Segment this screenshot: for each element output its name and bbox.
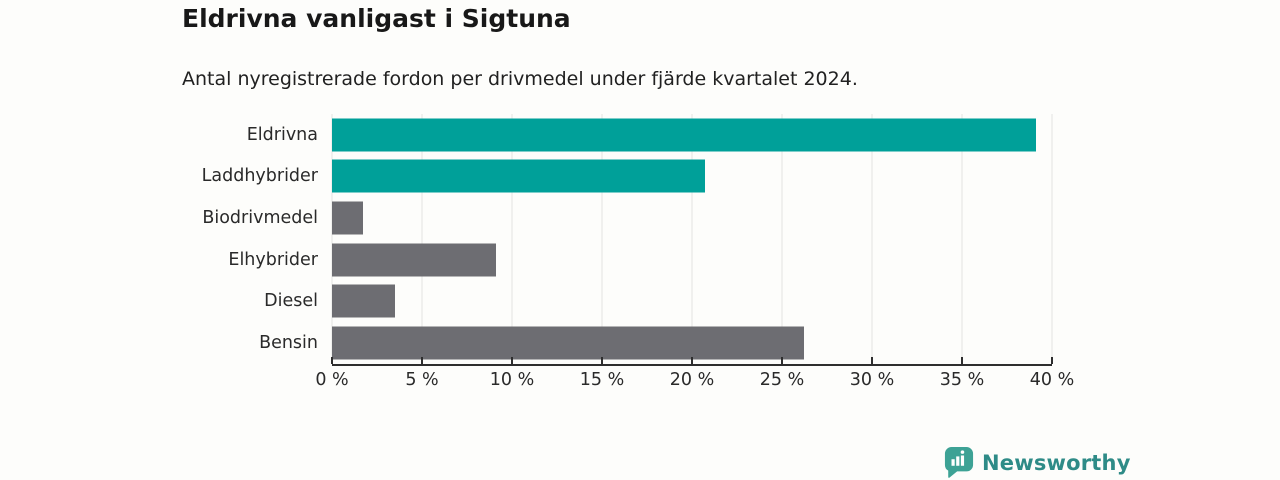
- category-label-eldrivna: Eldrivna: [246, 124, 318, 145]
- axis-tick: [601, 357, 603, 364]
- bar-diesel: [332, 284, 395, 318]
- axis-tick: [421, 357, 423, 364]
- gridline: [421, 114, 423, 364]
- axis-tick: [781, 357, 783, 364]
- chart-title: Eldrivna vanligast i Sigtuna: [182, 4, 571, 33]
- axis-tick: [1051, 357, 1053, 364]
- gridline: [871, 114, 873, 364]
- bar-biodrivmedel: [332, 201, 363, 235]
- logo-bar-1: [951, 459, 955, 466]
- bar-eldrivna: [332, 118, 1036, 152]
- bar-row: Bensin: [259, 322, 1052, 364]
- x-tick-label: 20 %: [669, 370, 715, 390]
- gridline: [331, 114, 333, 364]
- x-tick-label: 15 %: [579, 370, 625, 390]
- chart-subtitle: Antal nyregistrerade fordon per drivmede…: [182, 68, 858, 90]
- gridline: [511, 114, 513, 364]
- x-tick-label: 5 %: [405, 370, 439, 390]
- brand-name: Newsworthy: [982, 450, 1131, 475]
- category-label-laddhybrider: Laddhybrider: [201, 166, 318, 187]
- logo-exclamation-dot: [960, 450, 965, 454]
- axis-tick: [961, 357, 963, 364]
- x-tick-label: 25 %: [759, 370, 805, 390]
- newsworthy-logo: Newsworthy: [944, 446, 1131, 479]
- gridline: [601, 114, 603, 364]
- bar-row: Biodrivmedel: [202, 197, 1052, 239]
- logo-bar-2: [956, 456, 960, 466]
- bar-row: Elhybrider: [228, 239, 1052, 281]
- axis-tick: [511, 357, 513, 364]
- x-tick-label: 35 %: [939, 370, 985, 390]
- gridline: [781, 114, 783, 364]
- x-tick-label: 0 %: [315, 370, 349, 390]
- logo-bar-3: [960, 455, 965, 466]
- bars-layer: Eldrivna Laddhybrider Biodrivmedel Elhybrid…: [202, 114, 1052, 364]
- bar-laddhybrider: [332, 159, 705, 193]
- bar-row: Eldrivna: [247, 114, 1052, 156]
- bar-row: Laddhybrider: [202, 156, 1052, 198]
- gridline: [691, 114, 693, 364]
- category-label-biodrivmedel: Biodrivmedel: [202, 208, 318, 229]
- x-tick-label: 10 %: [489, 370, 535, 390]
- category-label-bensin: Bensin: [259, 333, 318, 354]
- axis-tick: [871, 357, 873, 364]
- x-tick-label: 30 %: [849, 370, 895, 390]
- x-tick-label: 40 %: [1029, 370, 1075, 390]
- plot-area: Eldrivna Laddhybrider Biodrivmedel Elhybrid…: [202, 114, 1053, 366]
- gridline: [1051, 114, 1053, 364]
- category-label-diesel: Diesel: [264, 291, 318, 312]
- newsworthy-bubble-chart-icon: [944, 447, 974, 478]
- category-label-elhybrider: Elhybrider: [228, 249, 318, 270]
- axis-tick: [691, 357, 693, 364]
- bar-row: Diesel: [264, 281, 1052, 323]
- axis-tick: [331, 357, 333, 364]
- bar-bensin: [332, 326, 804, 360]
- gridline: [961, 114, 963, 364]
- bar-elhybrider: [332, 243, 496, 277]
- x-axis-tick-labels: 0 % 5 % 10 % 15 % 20 % 25 % 30 % 35 % 40 %: [315, 370, 1074, 396]
